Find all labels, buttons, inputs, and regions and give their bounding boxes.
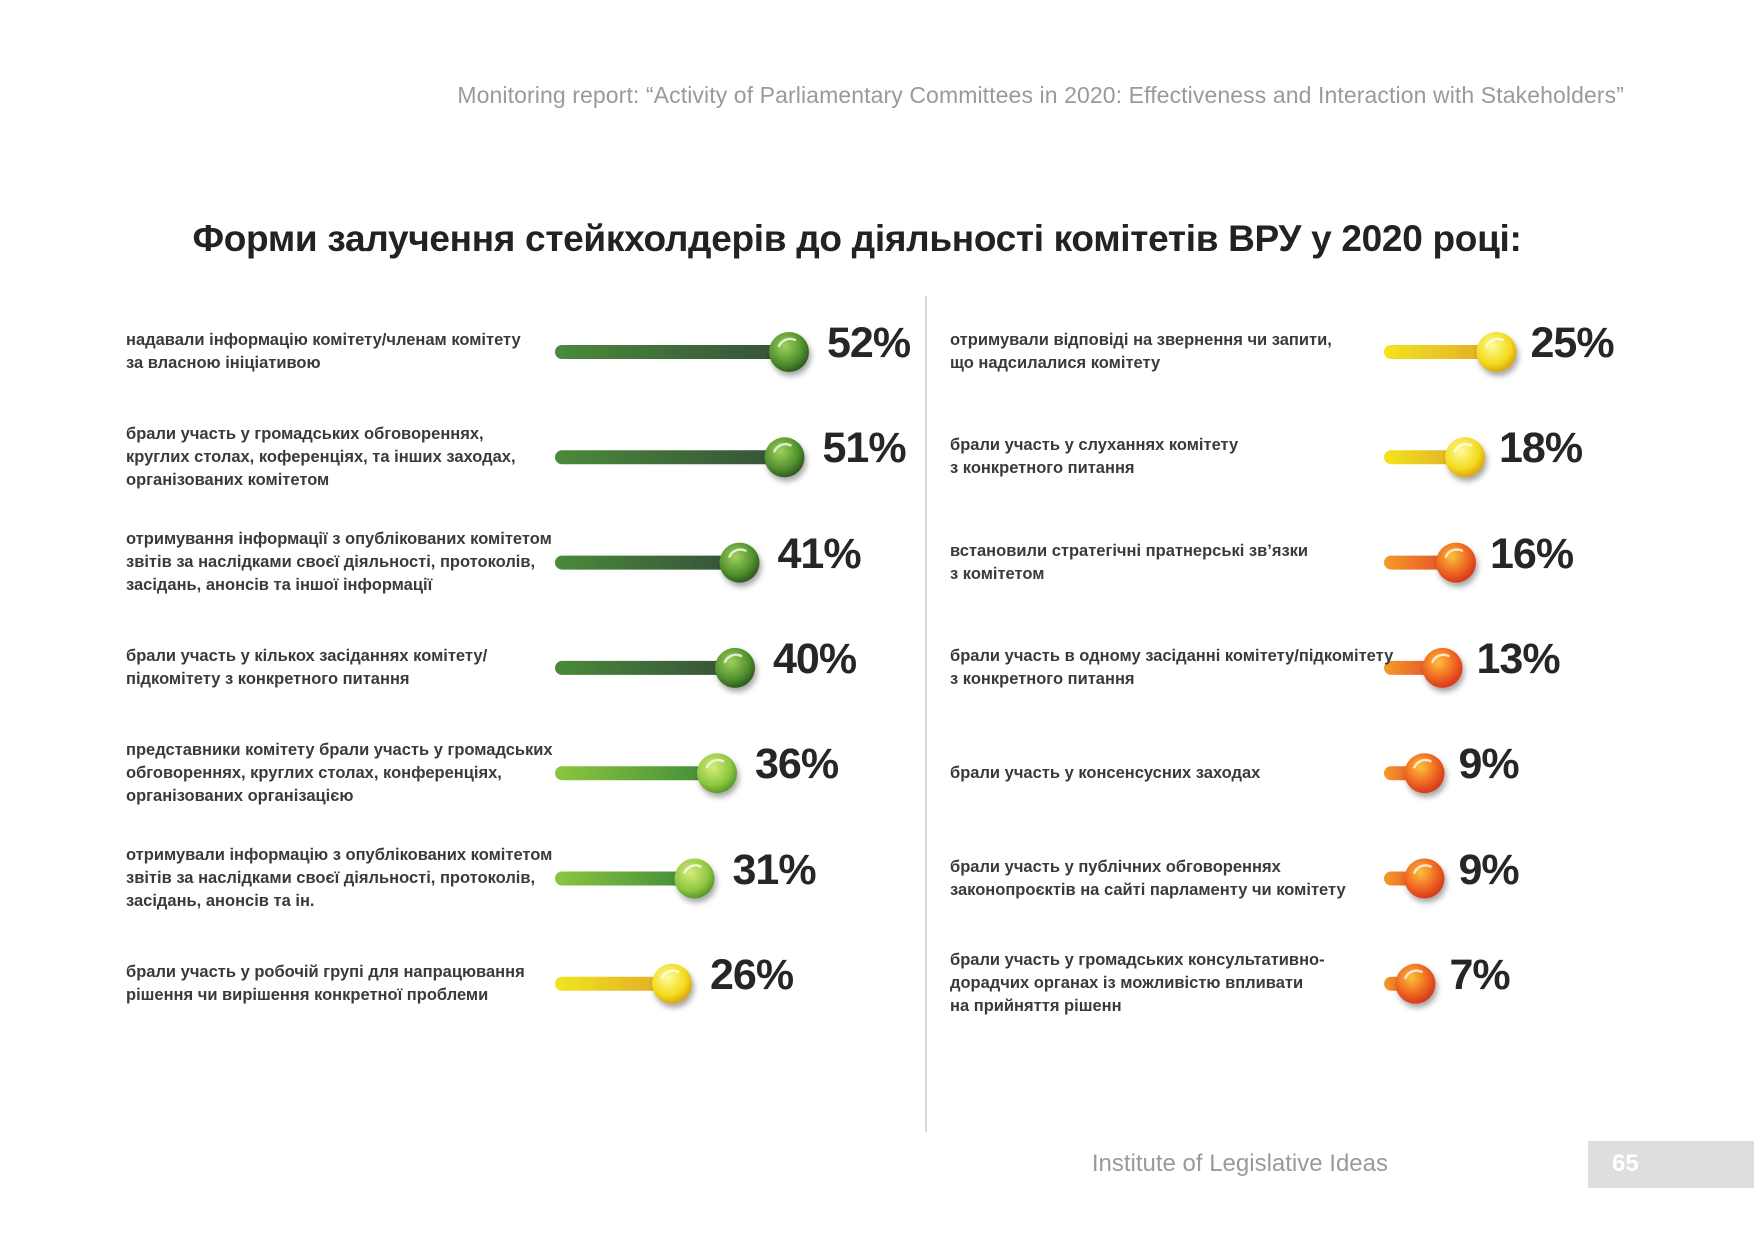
bar-knob-highlight-right-4 [1413, 758, 1432, 769]
bar-value-left-3: 40% [773, 634, 857, 683]
bar-knob-highlight-left-4 [705, 758, 725, 769]
bar-label-left-5: отримували інформацію з опублікованих ко… [126, 846, 553, 910]
page-number-box [1588, 1141, 1754, 1188]
footer-organization: Institute of Legislative Ideas [1091, 1150, 1388, 1177]
bar-label-left-1: брали участь у громадських обговореннях,… [126, 424, 516, 489]
bar-left-6 [555, 976, 672, 991]
bar-knob-right-0 [1476, 332, 1517, 372]
bar-value-left-0: 52% [827, 319, 911, 367]
bar-left-0 [555, 345, 789, 359]
bar-value-right-4: 9% [1458, 740, 1520, 789]
bar-knob-left-4 [697, 753, 737, 794]
bar-value-right-0: 25% [1530, 319, 1615, 367]
bar-value-right-2: 16% [1490, 529, 1574, 578]
bar-knob-highlight-left-3 [723, 653, 743, 664]
bar-value-right-6: 7% [1449, 950, 1511, 999]
bar-value-right-5: 9% [1458, 845, 1520, 894]
bar-value-left-2: 41% [777, 529, 862, 578]
bar-label-left-3: брали участь у кількох засіданнях коміте… [126, 646, 488, 688]
bar-knob-left-2 [719, 542, 760, 583]
bar-value-left-5: 31% [732, 845, 817, 894]
bar-knob-left-5 [674, 858, 715, 899]
bar-label-right-1: брали участь у слуханнях комітету з конк… [950, 436, 1239, 478]
page-number: 65 [1612, 1150, 1639, 1177]
bar-knob-highlight-right-6 [1404, 969, 1423, 980]
bar-knob-highlight-right-1 [1453, 442, 1473, 453]
bar-label-right-0: отримували відповіді на звернення чи зап… [950, 331, 1332, 372]
bar-knob-right-6 [1395, 963, 1436, 1004]
bar-label-left-2: отримування інформації з опублікованих к… [126, 530, 552, 595]
bar-knob-highlight-left-2 [728, 548, 747, 558]
column-divider [925, 296, 927, 1132]
bar-left-1 [555, 450, 785, 465]
bar-knob-left-1 [764, 437, 805, 478]
bar-label-left-4: представники комітету брали участь у гро… [126, 740, 553, 805]
bar-knob-highlight-right-3 [1431, 653, 1450, 664]
bar-knob-highlight-right-0 [1485, 337, 1504, 348]
bar-left-4 [555, 766, 717, 781]
bar-knob-highlight-left-0 [777, 337, 797, 348]
bar-label-left-6: брали участь у робочій групі для напрацю… [126, 962, 525, 1004]
bar-knob-highlight-right-2 [1444, 548, 1464, 558]
bar-label-left-0: надавали інформацію комітету/членам комі… [126, 331, 521, 372]
bar-knob-right-2 [1436, 542, 1476, 583]
bar-knob-highlight-left-1 [773, 442, 792, 453]
bar-knob-highlight-left-5 [683, 864, 702, 874]
bar-value-right-1: 18% [1499, 424, 1583, 473]
bar-knob-right-3 [1422, 647, 1463, 688]
bar-right-1 [1384, 450, 1465, 465]
bar-left-2 [555, 555, 740, 570]
bar-value-left-6: 26% [710, 950, 794, 999]
bar-label-right-6: брали участь у громадських консультативн… [950, 951, 1325, 1016]
bar-right-0 [1384, 345, 1497, 359]
bar-knob-left-6 [652, 963, 692, 1004]
bar-value-left-1: 51% [822, 424, 907, 473]
bar-knob-highlight-right-5 [1413, 864, 1432, 874]
bar-knob-right-5 [1404, 858, 1445, 899]
bar-label-right-4: брали участь у консенсусних заходах [950, 763, 1261, 782]
bar-label-right-2: встановили стратегічні пратнерські зв’яз… [950, 541, 1309, 583]
bar-knob-left-0 [769, 332, 809, 372]
bar-left-5 [555, 871, 695, 886]
bar-label-right-5: брали участь у публічних обговореннях за… [950, 857, 1346, 899]
chart-title: Форми залучення стейкхолдерів до діяльно… [192, 218, 1522, 259]
bar-knob-highlight-left-6 [660, 969, 680, 980]
bar-value-left-4: 36% [755, 740, 839, 789]
bar-value-right-3: 13% [1476, 634, 1561, 683]
report-header: Monitoring report: “Activity of Parliame… [457, 82, 1624, 108]
bar-knob-left-3 [715, 647, 755, 688]
bar-knob-right-1 [1445, 437, 1485, 478]
bar-label-right-3: брали участь в одному засіданні комітету… [950, 646, 1394, 688]
bar-left-3 [555, 660, 735, 675]
bar-knob-right-4 [1404, 753, 1445, 794]
